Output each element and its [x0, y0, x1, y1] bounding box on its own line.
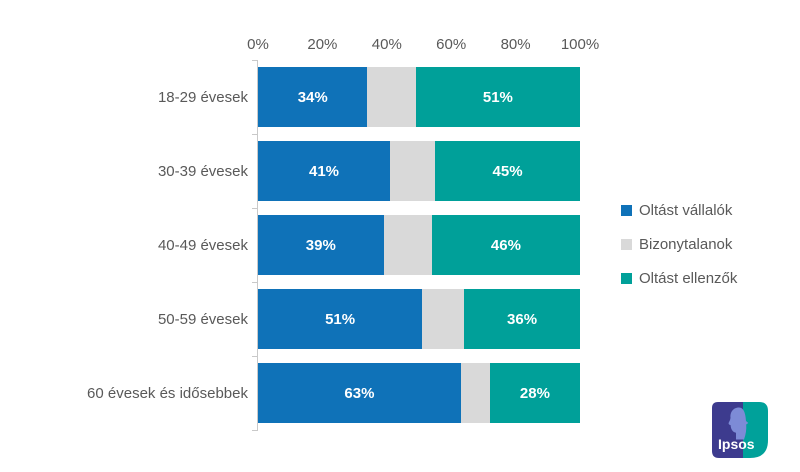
legend-marker — [621, 273, 632, 284]
bar-track: 34% 51% — [258, 67, 580, 127]
ipsos-logo: Ipsos — [712, 402, 768, 458]
legend: Oltást vállalók Bizonytalanok Oltást ellen… — [621, 202, 737, 304]
value-label: 39% — [305, 236, 336, 254]
value-label: 45% — [492, 162, 523, 180]
bar-segment: 45% — [435, 141, 580, 201]
legend-label: Oltást vállalók — [639, 202, 733, 219]
y-axis-tick — [252, 356, 257, 357]
logo-right-panel — [743, 402, 768, 458]
ipsos-logo-graphic: Ipsos — [712, 402, 768, 458]
y-axis-tick — [252, 134, 257, 135]
x-tick-label: 80% — [500, 36, 531, 53]
bar-segment: 28% — [489, 363, 580, 423]
y-axis-line — [257, 60, 258, 431]
legend-label: Bizonytalanok — [639, 236, 733, 253]
value-label: 46% — [490, 236, 521, 254]
bar-track: 39% 46% — [258, 215, 580, 275]
bar-segment: 41% — [258, 141, 391, 201]
category-label: 50-59 évesek — [157, 310, 248, 328]
x-tick-label: 20% — [307, 36, 338, 53]
legend-marker — [621, 239, 632, 250]
chart-row: 40-49 évesek 39% 46% — [0, 208, 580, 282]
category-label: 18-29 évesek — [157, 88, 248, 106]
bar-track: 41% 45% — [258, 141, 580, 201]
y-axis-tick — [252, 282, 257, 283]
y-axis-tick — [252, 430, 257, 431]
legend-marker — [621, 205, 632, 216]
bar-segment: 36% — [464, 289, 580, 349]
legend-item: Oltást ellenzők — [621, 270, 737, 287]
legend-item: Bizonytalanok — [621, 236, 737, 253]
y-axis-tick — [252, 60, 257, 61]
category-label: 30-39 évesek — [157, 162, 248, 180]
bar-segment — [422, 289, 465, 349]
category-label: 40-49 évesek — [157, 236, 248, 254]
value-label: 28% — [519, 384, 550, 402]
legend-label: Oltást ellenzők — [639, 270, 738, 287]
value-label: 41% — [308, 162, 340, 180]
bar-segment — [367, 67, 416, 127]
x-tick-label: 60% — [436, 36, 467, 53]
chart-row: 60 évesek és idősebbek 63% 28% — [0, 356, 580, 430]
bar-segment — [390, 141, 436, 201]
y-axis-tick — [252, 208, 257, 209]
chart-row: 50-59 évesek 51% 36% — [0, 282, 580, 356]
x-tick-label: 40% — [371, 36, 402, 53]
bar-segment: 39% — [258, 215, 384, 275]
bar-segment — [460, 363, 490, 423]
value-label: 51% — [482, 88, 513, 106]
value-label: 51% — [325, 310, 356, 328]
x-tick-label: 0% — [247, 36, 269, 53]
bar-segment: 51% — [415, 67, 580, 127]
value-label: 34% — [297, 88, 328, 106]
bar-segment: 46% — [431, 215, 580, 275]
bar-segment — [383, 215, 432, 275]
x-tick-label: 100% — [560, 36, 600, 53]
logo-wordmark: Ipsos — [718, 436, 755, 452]
chart-row: 18-29 évesek 34% 51% — [0, 60, 580, 134]
logo-face-icon — [728, 407, 749, 440]
plot-rows: 18-29 évesek 34% 51% 30-39 évesek 41% 45% 40-4… — [0, 60, 580, 430]
bar-segment: 34% — [258, 67, 368, 127]
bar-track: 63% 28% — [258, 363, 580, 423]
x-axis: 0% 20% 40% 60% 80% 100% — [247, 36, 599, 54]
bar-segment: 51% — [258, 289, 423, 349]
bar-segment: 63% — [258, 363, 461, 423]
chart-row: 30-39 évesek 41% 45% — [0, 134, 580, 208]
legend-item: Oltást vállalók — [621, 202, 737, 219]
bar-track: 51% 36% — [258, 289, 580, 349]
value-label: 63% — [344, 384, 375, 402]
category-label: 60 évesek és idősebbek — [87, 384, 248, 402]
value-label: 36% — [507, 310, 538, 328]
